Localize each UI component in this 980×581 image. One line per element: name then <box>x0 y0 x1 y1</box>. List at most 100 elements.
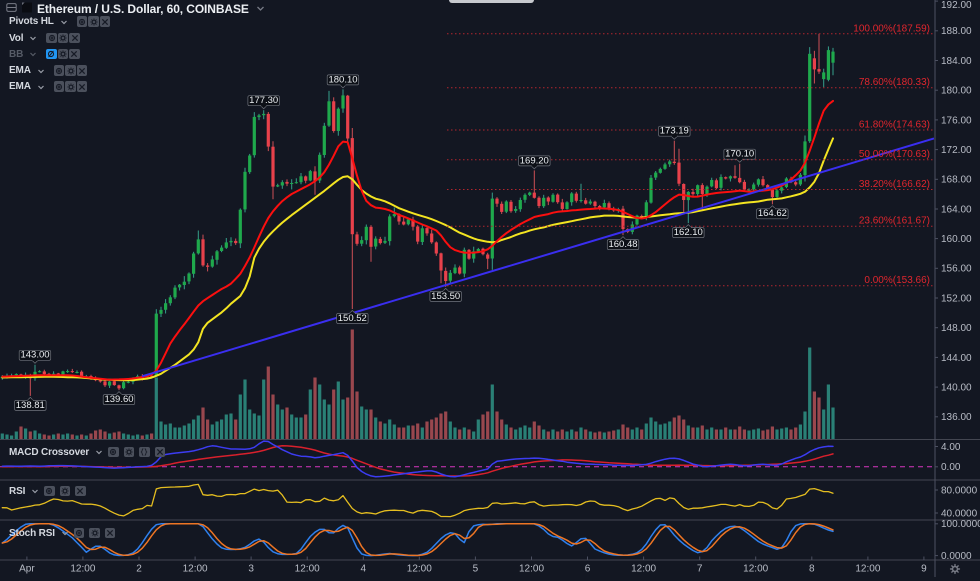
volume-bar <box>551 429 555 440</box>
volume-bar <box>794 427 798 440</box>
gear-icon[interactable] <box>65 65 76 76</box>
chart-header: Ethereum / U.S. Dollar, 60, COINBASE <box>6 1 265 17</box>
chevron-down-icon[interactable] <box>29 29 37 47</box>
pane-legend-label[interactable]: Stoch RSI <box>9 527 55 539</box>
close-icon[interactable] <box>76 65 88 76</box>
close-icon[interactable] <box>154 446 166 458</box>
eye-icon[interactable] <box>53 65 65 76</box>
candle-body <box>238 209 242 244</box>
gear-icon[interactable] <box>57 32 69 44</box>
pivot-label-notch-patch <box>671 135 677 137</box>
close-icon[interactable] <box>75 485 86 497</box>
volume-bar <box>626 427 630 440</box>
volume-bar <box>448 421 452 440</box>
pane-legend-label[interactable]: MACD Crossover <box>9 446 90 458</box>
pivot-label-text: 138.81 <box>16 400 45 411</box>
chevron-down-icon[interactable] <box>29 45 37 63</box>
eye-icon[interactable] <box>53 81 65 92</box>
volume-bar <box>252 413 256 440</box>
volume-bar <box>346 397 350 440</box>
candle-body <box>313 171 317 181</box>
time-axis-label: Apr <box>19 564 35 575</box>
chevron-down-icon[interactable] <box>37 78 45 96</box>
timezone-settings-gear-icon[interactable] <box>948 562 962 581</box>
candle-body <box>542 197 546 207</box>
volume-bar <box>621 424 625 440</box>
volume-bar <box>341 399 345 440</box>
gear-icon[interactable] <box>59 485 71 497</box>
rsi-pane <box>1 483 834 518</box>
eye-icon[interactable] <box>73 527 85 539</box>
close-icon[interactable] <box>104 527 116 539</box>
candle-body <box>584 200 588 204</box>
chevron-down-icon[interactable] <box>61 524 69 542</box>
time-axis[interactable]: Apr 12:00 2 12:00 3 12:00 4 12:00 5 12:00 6 12:00 7 1… <box>19 556 927 575</box>
time-axis-label: 12:00 <box>855 564 880 575</box>
volume-bar <box>182 425 186 440</box>
candle-body <box>770 189 774 198</box>
gear-icon[interactable] <box>65 81 76 92</box>
candle-body <box>812 58 816 70</box>
gear-icon[interactable] <box>57 48 69 60</box>
gear-icon[interactable] <box>89 527 100 539</box>
volume-bar <box>528 427 532 440</box>
legend-label[interactable]: EMA <box>9 81 31 92</box>
trend-line[interactable] <box>141 137 935 378</box>
symbol-title[interactable]: Ethereum / U.S. Dollar, 60, COINBASE <box>37 2 249 16</box>
close-icon[interactable] <box>69 48 80 60</box>
volume-bar <box>542 429 546 440</box>
volume-bars <box>0 329 835 440</box>
gear-icon[interactable] <box>88 16 99 27</box>
price-axis-label: 164.00 <box>941 204 972 215</box>
volume-bar <box>616 429 620 440</box>
volume-bar <box>159 421 163 440</box>
candle-body <box>206 265 210 267</box>
pane-legend-label[interactable]: RSI <box>9 485 26 497</box>
legend-label[interactable]: BB <box>9 48 24 60</box>
candle-body <box>42 371 46 375</box>
chevron-down-icon[interactable] <box>37 62 45 80</box>
gear-icon[interactable] <box>123 446 135 458</box>
price-axis[interactable]: 192.00 188.00 184.00 180.00 176.00 172.00 168.… <box>935 0 980 562</box>
candle-body <box>61 371 65 375</box>
volume-bar <box>817 397 821 440</box>
source-code-icon[interactable] <box>139 446 150 458</box>
eye-icon[interactable] <box>108 446 119 458</box>
pivot-label-text: 173.19 <box>660 126 689 137</box>
pivot-label-notch-patch <box>769 208 775 210</box>
candle-body <box>112 381 116 386</box>
chevron-down-icon[interactable] <box>60 13 68 31</box>
chevron-down-icon[interactable] <box>31 482 39 500</box>
eye-off-icon[interactable] <box>46 48 57 60</box>
candle-body <box>215 251 219 260</box>
candle-body <box>378 238 382 244</box>
chevron-down-icon[interactable] <box>256 0 265 18</box>
volume-bar <box>644 423 648 440</box>
eye-icon[interactable] <box>46 32 57 44</box>
eye-icon[interactable] <box>44 485 55 497</box>
close-icon[interactable] <box>76 81 88 92</box>
close-icon[interactable] <box>99 16 111 27</box>
candle-body <box>234 240 238 244</box>
volume-bar <box>742 429 746 440</box>
price-axis-label: 180.00 <box>941 86 972 97</box>
legend-label[interactable]: EMA <box>9 65 31 76</box>
eye-icon[interactable] <box>76 16 88 27</box>
pivot-label-text: 177.30 <box>249 95 278 106</box>
pivot-label-notch-patch <box>685 226 691 229</box>
close-icon[interactable] <box>69 32 80 44</box>
volume-bar <box>243 379 247 440</box>
panel-collapse-icon[interactable] <box>6 0 17 18</box>
volume-bar <box>691 427 695 440</box>
volume-bar <box>89 433 93 440</box>
volume-bar <box>80 434 84 440</box>
chevron-down-icon[interactable] <box>95 443 103 461</box>
volume-bar <box>238 394 242 440</box>
volume-bar <box>332 389 336 440</box>
legend-label[interactable]: Vol <box>9 32 24 44</box>
legend-row-vol: Vol <box>9 32 80 45</box>
legend-label[interactable]: Pivots HL <box>9 16 54 28</box>
candle-body <box>411 219 415 227</box>
